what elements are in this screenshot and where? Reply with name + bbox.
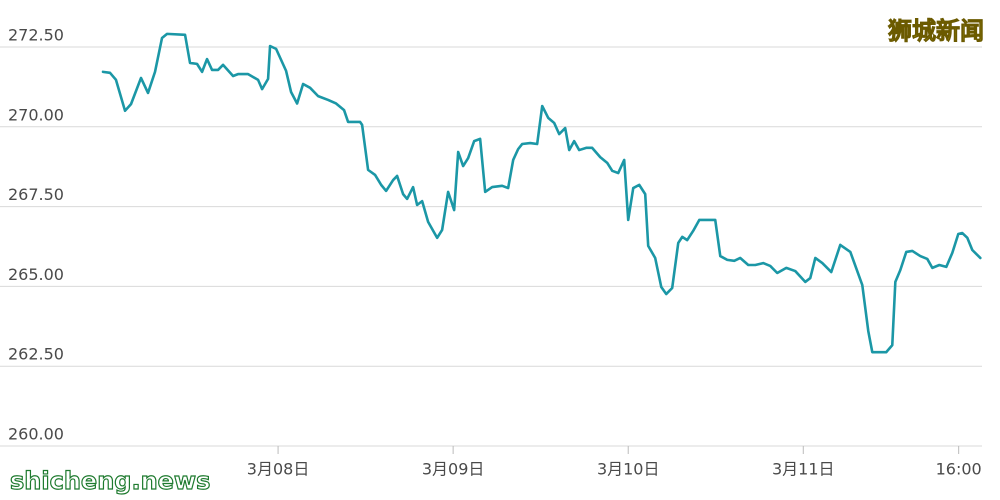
x-tick-label: 16:00 <box>936 460 982 479</box>
watermark: shicheng.news <box>10 467 210 495</box>
y-tick-label: 267.50 <box>8 185 64 204</box>
y-tick-label: 270.00 <box>8 105 64 124</box>
price-line <box>101 32 982 354</box>
y-tick-label: 260.00 <box>8 425 64 444</box>
x-tick-label: 3月09日 <box>422 460 485 479</box>
watermark: 狮城新闻 <box>888 17 984 45</box>
plot-area <box>101 32 982 354</box>
x-tick-label: 3月11日 <box>772 460 835 479</box>
x-tick-label: 3月10日 <box>597 460 660 479</box>
x-tick-label: 3月08日 <box>247 460 310 479</box>
grid: 260.00 262.50 265.00 267.50 270.00 272.50 3月08… <box>0 25 982 479</box>
y-tick-label: 262.50 <box>8 345 64 364</box>
y-tick-label: 265.00 <box>8 265 64 284</box>
y-tick-label: 272.50 <box>8 25 64 44</box>
